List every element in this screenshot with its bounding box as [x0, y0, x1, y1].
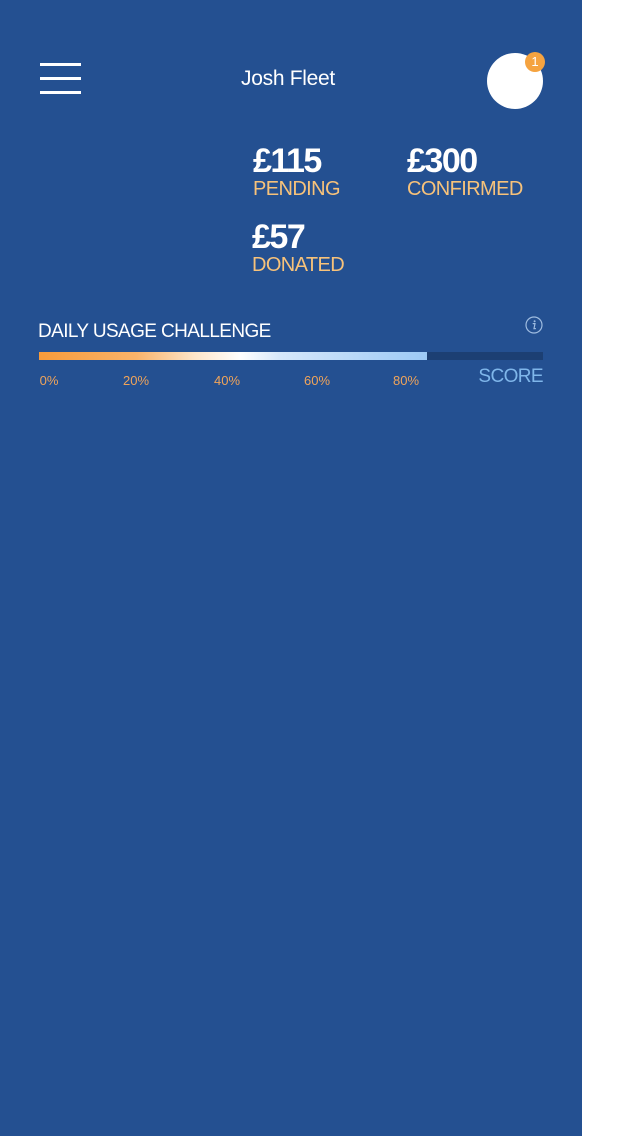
tick-label-40: 40% — [213, 373, 241, 388]
stat-pending: £115 PENDING — [253, 142, 341, 200]
confirmed-label: CONFIRMED — [407, 178, 523, 200]
tick-label-20: 20% — [122, 373, 150, 388]
pending-label: PENDING — [253, 178, 341, 200]
tick-label-80: 80% — [392, 373, 420, 388]
pending-amount: £115 — [253, 142, 322, 180]
notification-badge[interactable]: 1 — [525, 52, 545, 72]
challenge-progress-fill — [39, 352, 428, 360]
challenge-title: DAILY USAGE CHALLENGE — [38, 321, 271, 342]
hamburger-menu-icon — [40, 63, 81, 66]
user-name: Josh Fleet — [241, 67, 335, 90]
tick-label-0: 0% — [39, 373, 59, 388]
tick-label-60: 60% — [303, 373, 331, 388]
app-screen: Josh Fleet 1 £115 PENDING £300 CONFIRMED… — [0, 0, 582, 1136]
challenge-progress-bar — [39, 352, 543, 360]
stat-donated: £57 DONATED — [252, 218, 345, 276]
confirmed-amount: £300 — [407, 142, 478, 180]
menu-button[interactable] — [40, 63, 81, 96]
stat-confirmed: £300 CONFIRMED — [407, 144, 523, 200]
donated-amount: £57 — [252, 218, 306, 256]
score-label: SCORE — [478, 366, 543, 387]
info-icon[interactable] — [525, 316, 543, 334]
donated-label: DONATED — [252, 254, 345, 276]
